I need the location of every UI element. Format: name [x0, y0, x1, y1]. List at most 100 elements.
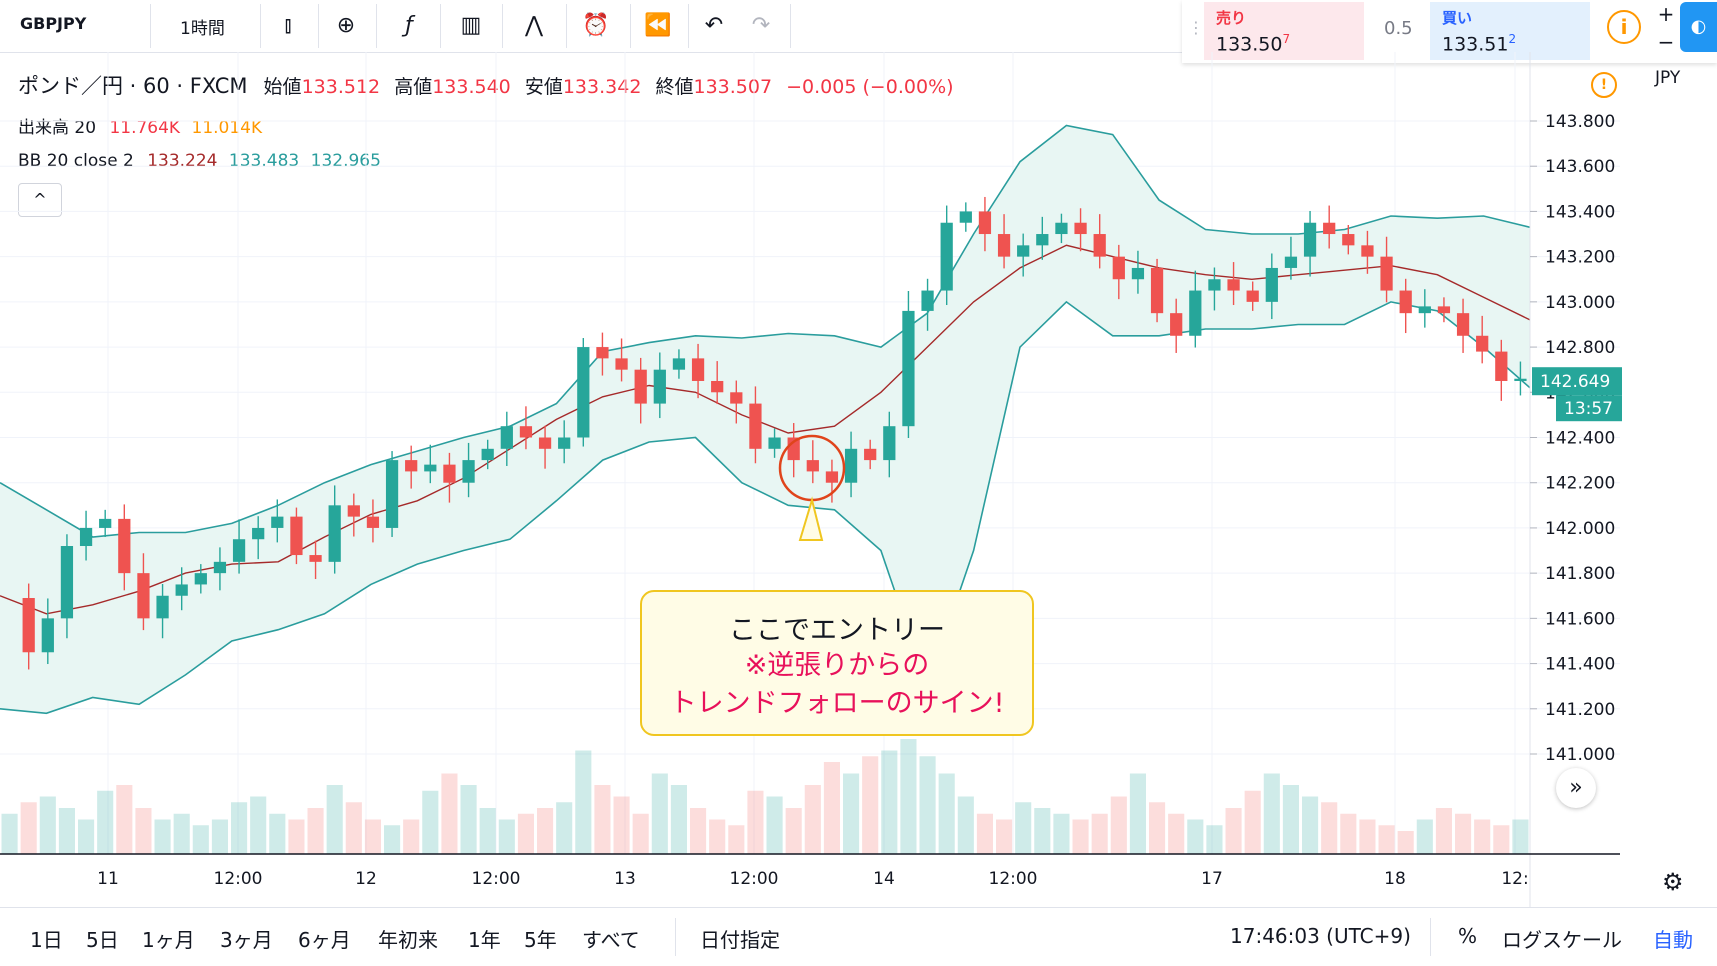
candle-body	[405, 460, 418, 472]
volume-bar	[670, 785, 687, 854]
currency-label[interactable]: JPY	[1655, 68, 1681, 88]
volume-bar	[747, 790, 764, 854]
volume-bar	[1321, 802, 1338, 854]
date-range-button[interactable]: 日付指定	[700, 928, 780, 952]
settings-gear-icon[interactable]: ⚙	[1662, 868, 1684, 896]
volume-bar	[651, 773, 668, 854]
collapse-legend-button[interactable]: ^	[18, 183, 62, 217]
log-scale-toggle[interactable]: ログスケール	[1502, 928, 1622, 952]
buy-price-main: 133.51	[1442, 33, 1509, 56]
candle-body	[1323, 222, 1336, 235]
range-3m[interactable]: 3ヶ月	[220, 928, 273, 952]
volume-bar	[957, 796, 974, 854]
time-tick-label: 12:00	[214, 869, 263, 889]
volume-bar	[1244, 790, 1261, 854]
range-1m[interactable]: 1ヶ月	[142, 928, 195, 952]
volume-bar	[116, 785, 133, 854]
candle-body	[959, 211, 972, 223]
panel-toggle-icon[interactable]: ◐	[1680, 2, 1717, 52]
buy-price-pip: 2	[1508, 32, 1517, 46]
zoom-out-button[interactable]: −	[1657, 30, 1675, 54]
auto-scale-toggle[interactable]: 自動	[1653, 928, 1693, 952]
candle-body	[79, 527, 93, 547]
volume-bar	[1168, 813, 1185, 854]
zoom-in-button[interactable]: +	[1657, 2, 1675, 26]
undo-icon[interactable]: ↶	[704, 13, 724, 38]
buy-button[interactable]: 買い 133.512	[1430, 2, 1590, 60]
volume-bar	[862, 756, 879, 854]
volume-label[interactable]: 出来高 20	[18, 118, 97, 138]
toolbar-divider	[376, 4, 377, 48]
clock-timezone[interactable]: 17:46:03 (UTC+9)	[1230, 924, 1411, 948]
scroll-to-latest-icon[interactable]: »	[1556, 768, 1596, 808]
candle-body	[596, 347, 609, 359]
time-tick-label: 11	[97, 869, 119, 889]
info-icon[interactable]: i	[1607, 10, 1641, 44]
candle-body	[1150, 267, 1164, 314]
candle-body	[1342, 234, 1355, 246]
candle-body	[118, 518, 131, 574]
volume-bar	[556, 802, 573, 854]
candle-body	[271, 516, 284, 528]
volume-bar	[919, 756, 936, 854]
alert-warning-icon[interactable]: !	[1591, 72, 1617, 98]
price-tick-label: 141.800	[1545, 564, 1615, 584]
range-5y[interactable]: 5年	[524, 928, 557, 952]
compare-icon[interactable]: ⋀	[524, 13, 544, 38]
toolbar-divider	[260, 4, 261, 48]
alert-icon[interactable]: ⏰	[582, 13, 610, 38]
candle-body	[806, 460, 819, 472]
sell-price-pip: 7	[1282, 32, 1291, 46]
volume-bar	[900, 739, 917, 854]
sell-button[interactable]: 売り 133.507	[1204, 2, 1364, 60]
close-value: 133.507	[693, 76, 773, 98]
zoom-controls: + −	[1652, 0, 1680, 60]
bottom-divider	[1430, 918, 1431, 956]
range-5d[interactable]: 5日	[86, 928, 119, 952]
symbol-search[interactable]: GBPJPY	[20, 14, 87, 33]
redo-icon[interactable]: ↷	[751, 13, 771, 38]
range-1y[interactable]: 1年	[468, 928, 501, 952]
volume-bar	[192, 825, 209, 854]
candle-body	[347, 505, 360, 517]
candle-body	[1265, 267, 1278, 302]
bar-style-icon[interactable]: ⫾	[284, 13, 292, 38]
volume-bar	[709, 819, 726, 854]
open-label: 始値	[263, 76, 302, 98]
legend-title[interactable]: ポンド／円 · 60 · FXCM	[18, 74, 248, 98]
range-ytd[interactable]: 年初来	[378, 928, 438, 952]
volume-bar	[97, 790, 114, 854]
volume-bar	[1206, 825, 1223, 854]
candle-body	[462, 460, 475, 483]
price-chart[interactable]: 143.800 143.600 143.400 143.200 143.000 142.8…	[0, 52, 1717, 907]
range-1d[interactable]: 1日	[30, 928, 63, 952]
bollinger-upper-line	[0, 124, 1531, 538]
fx-icon[interactable]: ƒ	[405, 13, 413, 38]
range-all[interactable]: すべて	[582, 928, 640, 952]
add-indicator-icon[interactable]: ⊕	[336, 13, 356, 38]
candle-body	[41, 618, 54, 653]
candle-body	[213, 561, 227, 574]
range-6m[interactable]: 6ヶ月	[298, 928, 351, 952]
volume-ma-value: 11.014K	[191, 118, 263, 138]
candle-body	[290, 516, 303, 556]
replay-icon[interactable]: ⏪	[644, 13, 672, 38]
candle-body	[1456, 313, 1470, 336]
toolbar-divider	[502, 4, 503, 48]
candle-body	[481, 448, 494, 461]
candle-body	[883, 426, 896, 461]
candle-body	[22, 598, 35, 653]
candle-body	[825, 471, 839, 483]
volume-bar	[1110, 796, 1127, 854]
bottom-toolbar: 1日 5日 1ヶ月 3ヶ月 6ヶ月 年初来 1年 5年 すべて 日付指定 17:…	[0, 907, 1717, 966]
volume-legend: 出来高 20 11.764K 11.014K	[18, 113, 262, 138]
callout-pointer	[798, 496, 824, 541]
candle-body	[1131, 267, 1145, 280]
volume-bar	[1263, 773, 1280, 854]
candle-body	[902, 310, 915, 427]
templates-icon[interactable]: ▥	[460, 13, 482, 38]
percent-toggle[interactable]: %	[1458, 924, 1478, 948]
interval-selector[interactable]: 1時間	[180, 19, 225, 39]
volume-bar	[345, 802, 362, 854]
candle-body	[1495, 351, 1508, 381]
